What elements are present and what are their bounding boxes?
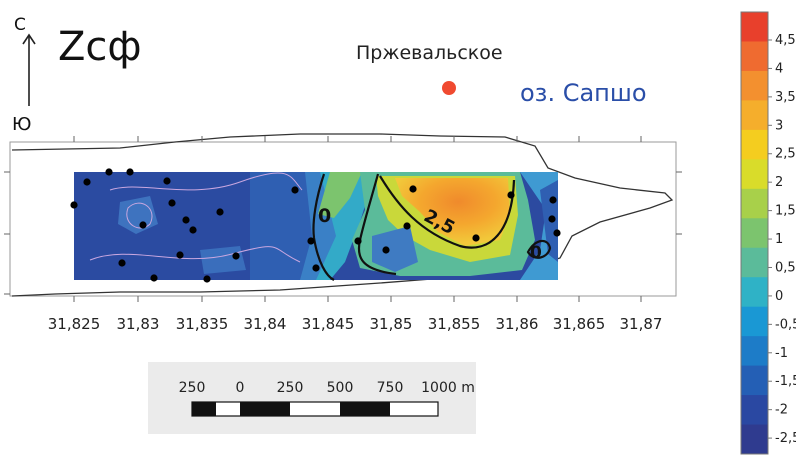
sample-point <box>168 199 176 207</box>
colorbar-label: 1,5 <box>775 204 796 219</box>
sample-point <box>150 274 158 282</box>
colorbar-label: 1 <box>775 232 783 247</box>
sample-point <box>182 216 190 224</box>
x-tick-label: 31,85 <box>370 315 413 333</box>
x-tick-label: 31,87 <box>620 315 663 333</box>
colorbar: 4,5 4 3,5 3 2,5 2 1,5 1 0,5 0 -0,5 -1 -1,5 -2 -2,5 <box>740 11 796 455</box>
colorbar-label: 2 <box>775 175 783 190</box>
scale-label: 250 <box>277 380 304 396</box>
colorbar-swatch <box>741 12 768 42</box>
sample-point <box>307 237 315 245</box>
colorbar-label: -2 <box>775 403 788 418</box>
sample-point <box>548 215 556 223</box>
colorbar-label: 4,5 <box>775 33 796 48</box>
colorbar-swatch <box>741 218 768 249</box>
map-title: Zсф <box>58 24 142 70</box>
sample-point <box>549 196 557 204</box>
sample-point <box>83 178 91 186</box>
colorbar-swatch <box>741 188 768 219</box>
colorbar-label: 3 <box>775 118 783 133</box>
contour-lines <box>89 172 552 281</box>
sample-point <box>126 168 134 176</box>
colorbar-swatch <box>741 336 768 367</box>
north-arrow-icon: С Ю <box>12 15 36 135</box>
colorbar-label: -2,5 <box>775 431 796 446</box>
scale-bar-panel <box>148 362 476 434</box>
x-axis <box>4 136 682 302</box>
scale-label: 0 <box>236 380 245 396</box>
x-tick-label: 31,84 <box>244 315 287 333</box>
scale-bar: 250 0 250 500 750 1000 m <box>148 362 476 434</box>
sample-points <box>70 168 561 283</box>
sample-point <box>118 259 126 267</box>
colorbar-swatch <box>741 41 768 72</box>
compass-south-label: Ю <box>12 114 31 135</box>
lake-label: оз. Сапшо <box>520 79 647 107</box>
colorbar-swatch <box>741 306 768 337</box>
colorbar-swatch <box>741 395 768 426</box>
colorbar-label: -1,5 <box>775 374 796 389</box>
compass-north-label: С <box>14 15 26 35</box>
colorbar-label: 0,5 <box>775 260 796 275</box>
colorbar-label: 0 <box>775 289 783 304</box>
village-label: Пржевальское <box>356 42 503 64</box>
scale-label: 250 <box>179 380 206 396</box>
colorbar-swatch <box>741 247 768 278</box>
colorbar-swatch <box>741 365 768 396</box>
colorbar-swatch <box>741 70 768 101</box>
sample-point <box>139 221 147 229</box>
sample-point <box>553 229 561 237</box>
scale-label: 1000 m <box>421 380 475 396</box>
sample-point <box>163 177 171 185</box>
lake-outline <box>11 133 674 297</box>
sample-point <box>203 275 211 283</box>
contour-label-0-east: 0 <box>530 243 542 263</box>
sample-point <box>232 252 240 260</box>
colorbar-swatch <box>741 159 768 190</box>
colorbar-label: 2,5 <box>775 147 796 162</box>
sample-point <box>382 246 390 254</box>
sample-point <box>70 201 78 209</box>
sample-point <box>472 234 480 242</box>
x-tick-label: 31,835 <box>176 315 229 333</box>
x-tick-label: 31,845 <box>302 315 355 333</box>
scale-label: 500 <box>327 380 354 396</box>
sample-point <box>291 186 299 194</box>
colorbar-swatch <box>741 100 768 131</box>
x-tick-label: 31,855 <box>428 315 481 333</box>
colorbar-label: -1 <box>775 346 788 361</box>
colorbar-label: -0,5 <box>775 317 796 332</box>
sample-point <box>354 237 362 245</box>
sample-point <box>507 191 515 199</box>
sample-point <box>189 226 197 234</box>
sample-point <box>409 185 417 193</box>
x-tick-label: 31,825 <box>48 315 101 333</box>
colorbar-swatch <box>741 129 768 160</box>
colorbar-label: 4 <box>775 61 783 76</box>
colorbar-frame <box>740 11 769 455</box>
sample-point <box>216 208 224 216</box>
colorbar-swatch <box>741 277 768 308</box>
x-tick-label: 31,86 <box>496 315 539 333</box>
x-tick-label: 31,865 <box>553 315 606 333</box>
sample-point <box>176 251 184 259</box>
scale-label: 750 <box>377 380 404 396</box>
sample-point <box>312 264 320 272</box>
colorbar-label: 3,5 <box>775 90 796 105</box>
colorbar-swatch <box>741 424 768 455</box>
x-tick-label: 31,83 <box>117 315 160 333</box>
sample-point <box>105 168 113 176</box>
village-marker <box>442 81 456 95</box>
sample-point <box>403 222 411 230</box>
contour-label-0-west: 0 <box>318 205 331 227</box>
